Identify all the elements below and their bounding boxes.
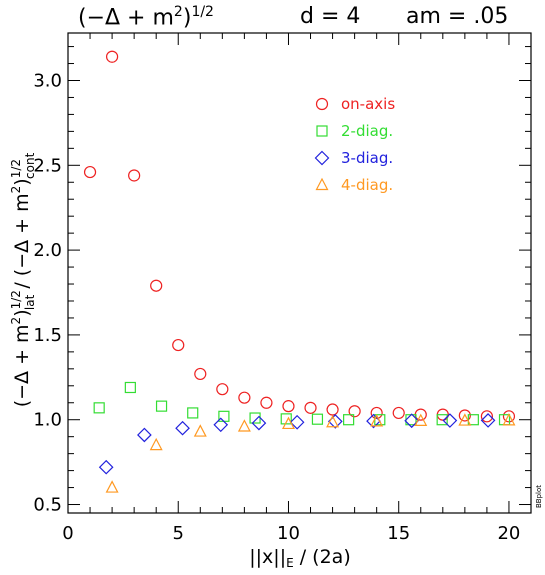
legend-label-3-diag: 3-diag. xyxy=(341,149,393,167)
data-point-3-diag xyxy=(98,459,114,475)
data-point-2-diag xyxy=(155,400,168,412)
data-point-on-axis xyxy=(238,391,251,404)
y-label-sep: / xyxy=(11,276,33,294)
data-point-4-diag xyxy=(237,419,251,432)
x-label-norm: ||x|| xyxy=(249,546,286,568)
y-label-num-sub: lat xyxy=(23,294,37,310)
legend-marker-4-diag xyxy=(315,177,329,191)
data-point-on-axis xyxy=(150,279,163,292)
data-point-on-axis xyxy=(392,406,405,420)
data-point-4-diag xyxy=(149,437,163,451)
x-tick-label: 10 xyxy=(277,523,300,544)
data-point-4-diag xyxy=(281,416,295,430)
y-label-den-exp: 1/2 xyxy=(9,159,23,178)
mass-label: am = .05 xyxy=(406,4,509,29)
data-point-2-diag xyxy=(124,381,136,394)
plot-frame xyxy=(67,32,532,514)
formula-exp: 1/2 xyxy=(191,4,214,20)
y-label-num-close: ) xyxy=(11,309,33,316)
data-point-3-diag xyxy=(442,413,458,428)
x-label-sub: E xyxy=(286,556,294,570)
corner-label: BBplot xyxy=(535,485,543,508)
data-point-2-diag xyxy=(436,414,448,426)
x-tick-label: 5 xyxy=(173,523,184,544)
data-point-on-axis xyxy=(326,403,339,416)
y-label-num: (−Δ + m xyxy=(11,324,33,407)
x-tick-label: 20 xyxy=(497,523,520,544)
y-label-num-exp: 1/2 xyxy=(9,290,23,309)
data-point-2-diag xyxy=(187,407,199,419)
legend-marker-3-diag xyxy=(314,150,330,166)
data-point-2-diag xyxy=(467,414,479,426)
y-tick-label: 2.5 xyxy=(33,155,62,176)
data-point-on-axis xyxy=(194,367,207,381)
data-point-2-diag xyxy=(343,414,355,426)
legend-label-4-diag: 4-diag. xyxy=(341,176,393,194)
legend-label-2-diag: 2-diag. xyxy=(341,122,393,140)
x-tick-label: 15 xyxy=(387,523,410,544)
data-point-2-diag xyxy=(218,410,230,422)
data-point-on-axis xyxy=(172,338,185,352)
data-point-3-diag xyxy=(404,413,420,429)
data-point-3-diag xyxy=(213,417,229,433)
x-tick-label: 0 xyxy=(62,523,73,544)
legend: on-axis 2-diag. 3-diag. 4-diag. xyxy=(314,95,395,194)
data-point-3-diag xyxy=(175,420,190,436)
data-point-3-diag xyxy=(137,427,152,443)
data-point-3-diag xyxy=(289,414,305,430)
data-point-2-diag xyxy=(93,402,105,414)
data-point-4-diag xyxy=(502,413,516,426)
legend-marker-2-diag xyxy=(316,125,328,137)
data-point-4-diag xyxy=(414,413,428,427)
formula-sup: 2 xyxy=(173,4,183,20)
data-point-on-axis xyxy=(304,401,317,414)
data-point-on-axis xyxy=(83,165,97,179)
y-label-num-sup: 2 xyxy=(9,317,23,325)
data-point-on-axis xyxy=(105,50,119,63)
data-point-on-axis xyxy=(348,405,361,418)
legend-label-on-axis: on-axis xyxy=(341,95,395,113)
formula-title: (−Δ + m2)1/2 xyxy=(78,4,214,30)
y-tick-label: 3.0 xyxy=(33,70,62,91)
formula-close: ) xyxy=(182,5,192,31)
data-point-2-diag xyxy=(249,412,261,424)
data-point-on-axis xyxy=(370,406,383,420)
y-label-den-sup: 2 xyxy=(9,186,23,194)
dimension-label: d = 4 xyxy=(300,4,361,29)
data-point-4-diag xyxy=(458,413,472,426)
y-label-den-sub: cont xyxy=(23,152,37,179)
data-point-2-diag xyxy=(280,413,292,425)
y-tick-label: 1.0 xyxy=(33,410,62,431)
formula-base: (−Δ + m xyxy=(78,5,174,31)
data-point-on-axis xyxy=(480,410,494,423)
data-point-2-diag xyxy=(311,413,324,425)
x-axis-label: ||x||E / (2a) xyxy=(249,546,351,570)
y-label-den-close: ) xyxy=(11,178,33,185)
data-point-4-diag xyxy=(193,424,207,437)
data-marks xyxy=(83,50,516,493)
x-label-rest: / (2a) xyxy=(294,546,351,568)
data-point-4-diag xyxy=(105,480,119,493)
axis-ticks: 0 5 10 15 20 0.5 1.0 1.5 2.0 2.5 3.0 xyxy=(33,33,532,544)
data-point-4-diag xyxy=(326,414,340,428)
data-point-on-axis xyxy=(216,383,229,396)
y-label-den: (−Δ + m xyxy=(11,193,33,276)
data-point-3-diag xyxy=(480,413,496,428)
data-point-on-axis xyxy=(282,400,295,413)
data-point-on-axis xyxy=(128,169,141,182)
data-point-on-axis xyxy=(458,409,471,422)
y-tick-label: 2.0 xyxy=(33,240,62,261)
data-point-3-diag xyxy=(251,415,267,431)
legend-marker-on-axis xyxy=(315,97,329,111)
y-tick-label: 0.5 xyxy=(33,495,62,516)
y-tick-label: 1.5 xyxy=(33,325,62,346)
data-point-4-diag xyxy=(370,414,384,427)
data-point-on-axis xyxy=(260,396,273,409)
y-axis-label: (−Δ + m2)1/2lat / (−Δ + m2)1/2cont xyxy=(9,152,37,407)
